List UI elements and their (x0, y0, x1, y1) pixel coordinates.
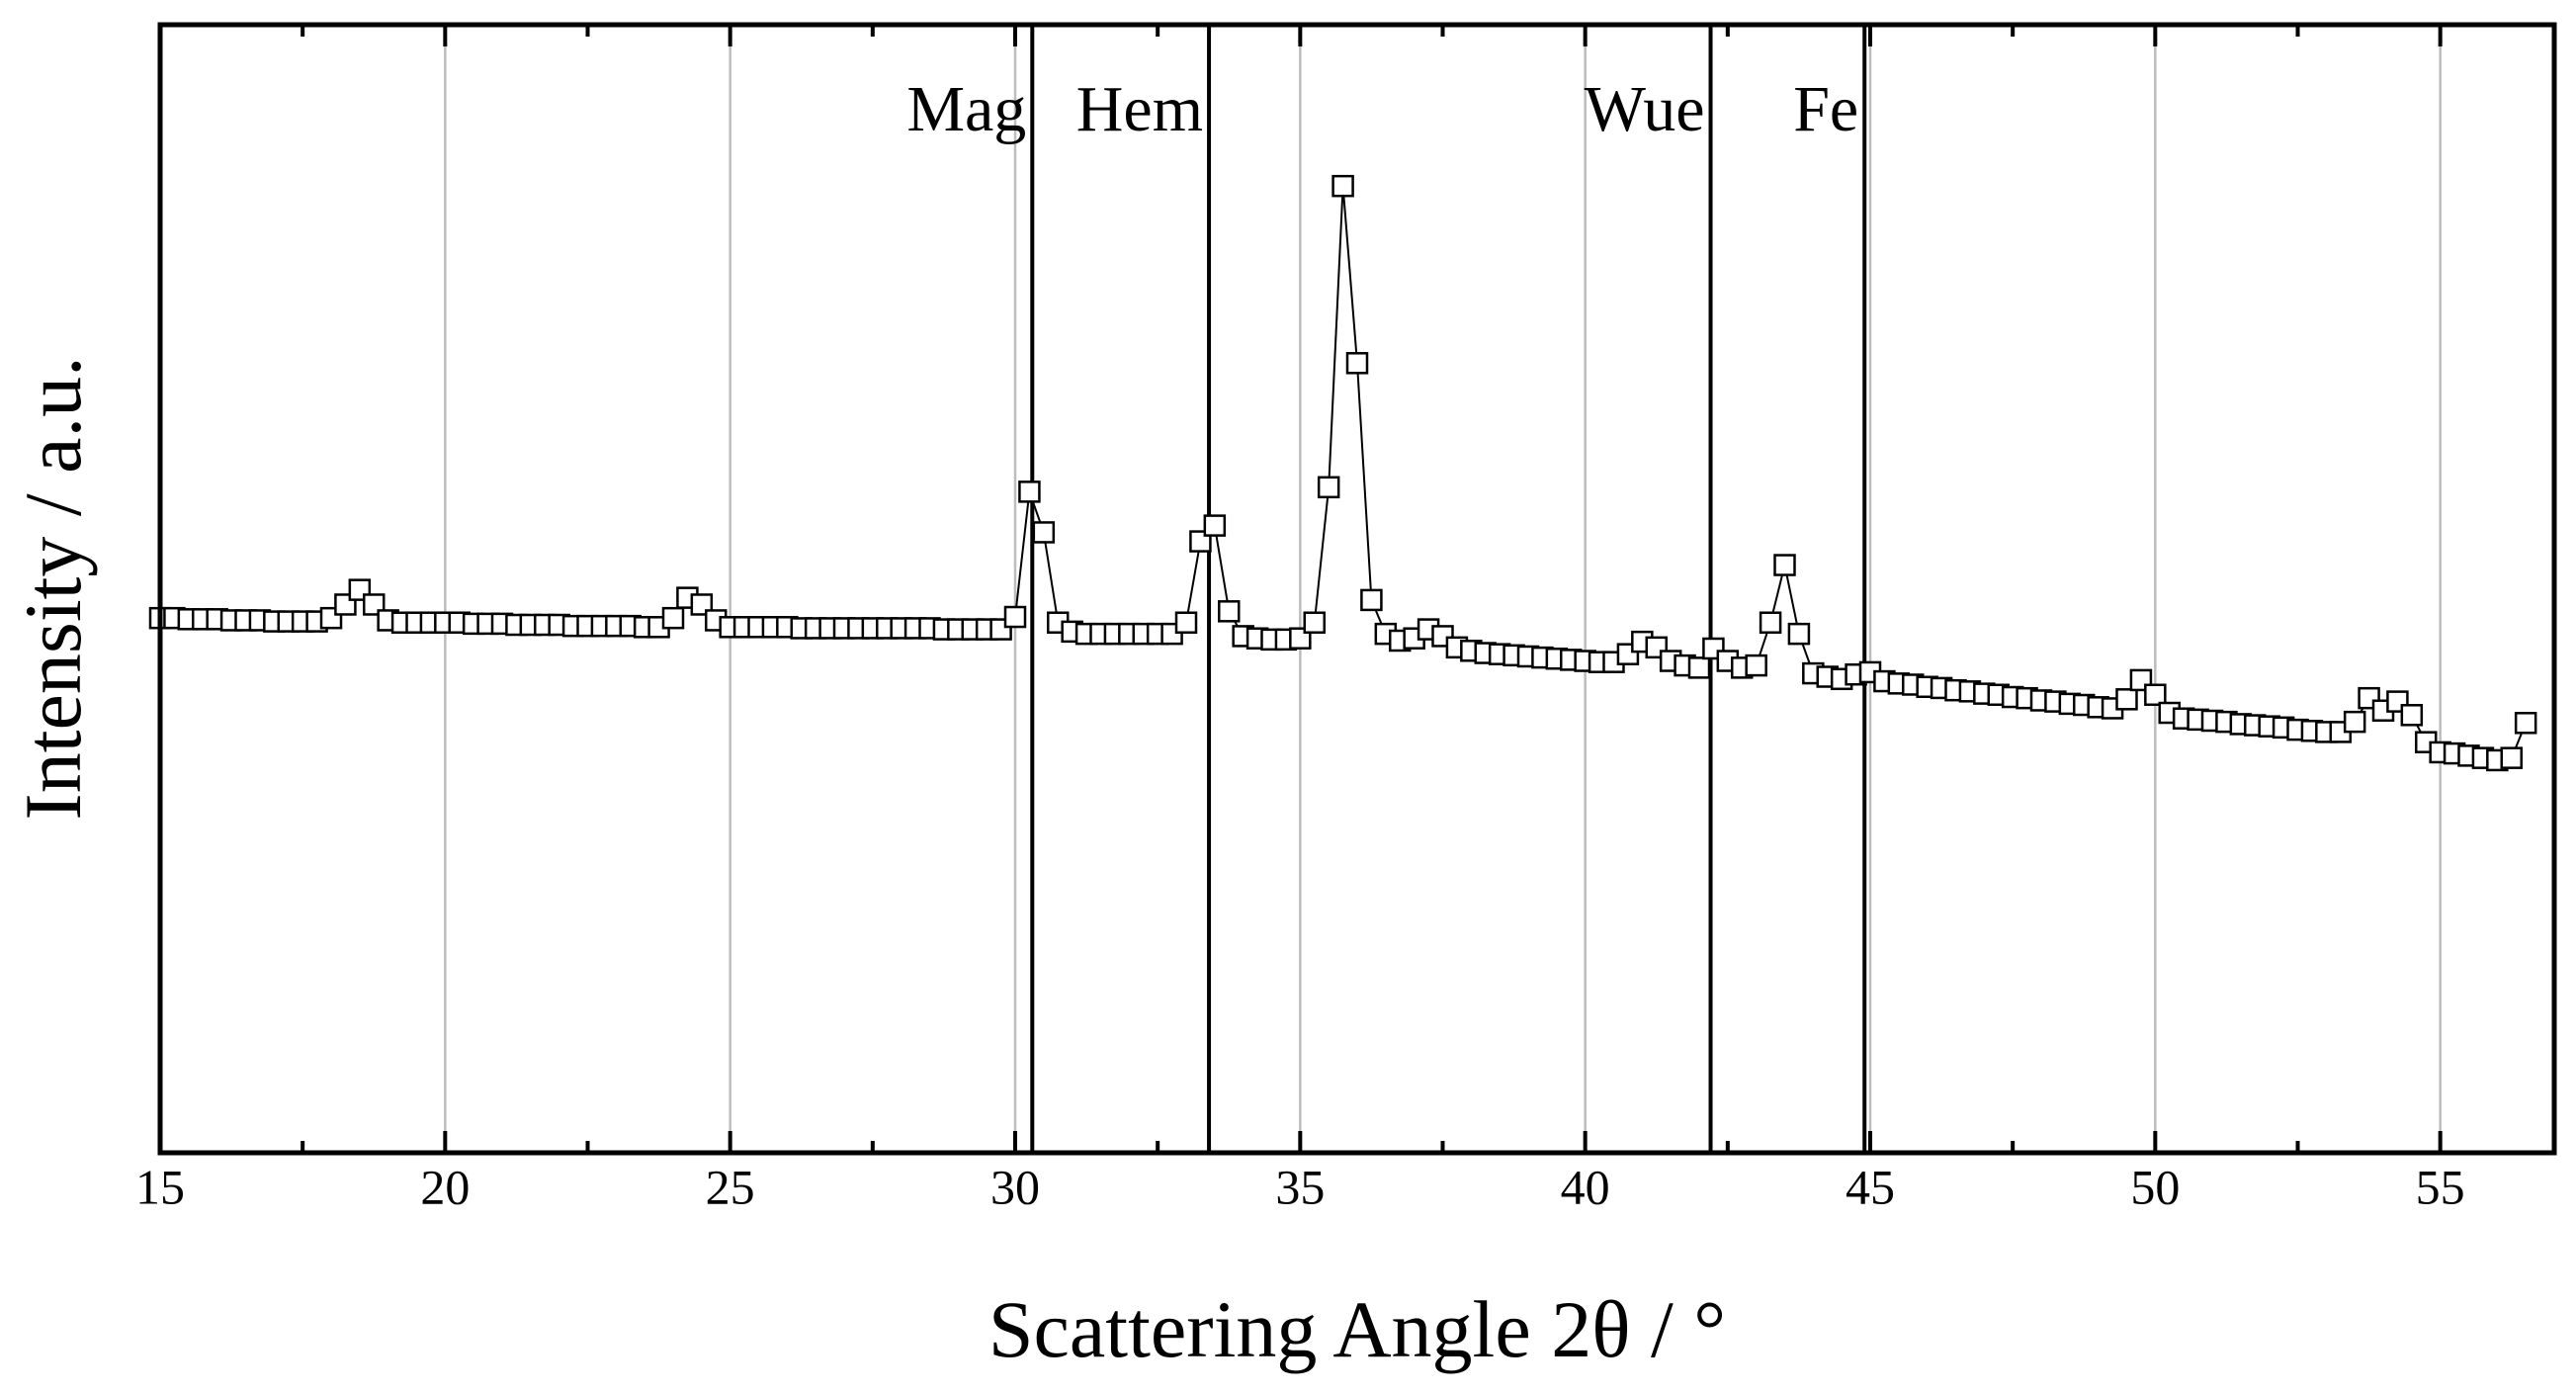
data-point (2500, 746, 2523, 769)
data-point (1360, 588, 1383, 612)
data-point (2115, 688, 2138, 711)
data-point (1773, 554, 1796, 576)
x-tick-label: 50 (2130, 1159, 2180, 1214)
data-point (1317, 476, 1340, 499)
reference-label: Mag (906, 73, 1026, 145)
plot-frame (157, 22, 2557, 1156)
x-tick-label: 20 (420, 1159, 470, 1214)
data-point (1331, 174, 1354, 198)
x-tick-label: 40 (1561, 1159, 1610, 1214)
x-tick-label: 30 (990, 1159, 1040, 1214)
data-point (2343, 710, 2366, 734)
x-tick-label: 45 (1846, 1159, 1895, 1214)
data-point (1003, 605, 1027, 629)
data-point (2144, 683, 2167, 707)
x-tick-label: 15 (135, 1159, 185, 1214)
data-line (160, 186, 2528, 761)
data-point (1032, 521, 1056, 544)
y-axis-label: Intensity / a.u. (8, 356, 98, 820)
data-point (1174, 611, 1198, 634)
x-axis-label: Scattering Angle 2θ / ° (988, 1284, 1726, 1374)
x-tick-label: 35 (1275, 1159, 1325, 1214)
data-point (1018, 480, 1041, 503)
data-point (1759, 611, 1782, 634)
data-point (1203, 514, 1227, 537)
data-point (2400, 704, 2424, 727)
x-tick-label: 25 (706, 1159, 755, 1214)
data-point (1345, 352, 1369, 375)
reference-label: Fe (1793, 73, 1858, 145)
data-point (1218, 600, 1241, 623)
data-point (1745, 654, 1767, 677)
data-point (1303, 611, 1326, 634)
data-point (1787, 622, 1811, 646)
data-point (1687, 656, 1711, 679)
reference-label: Wue (1585, 73, 1705, 145)
reference-label: Hem (1076, 73, 1203, 145)
data-point (2514, 712, 2537, 735)
x-tick-label: 55 (2416, 1159, 2465, 1214)
data-point (661, 606, 685, 630)
